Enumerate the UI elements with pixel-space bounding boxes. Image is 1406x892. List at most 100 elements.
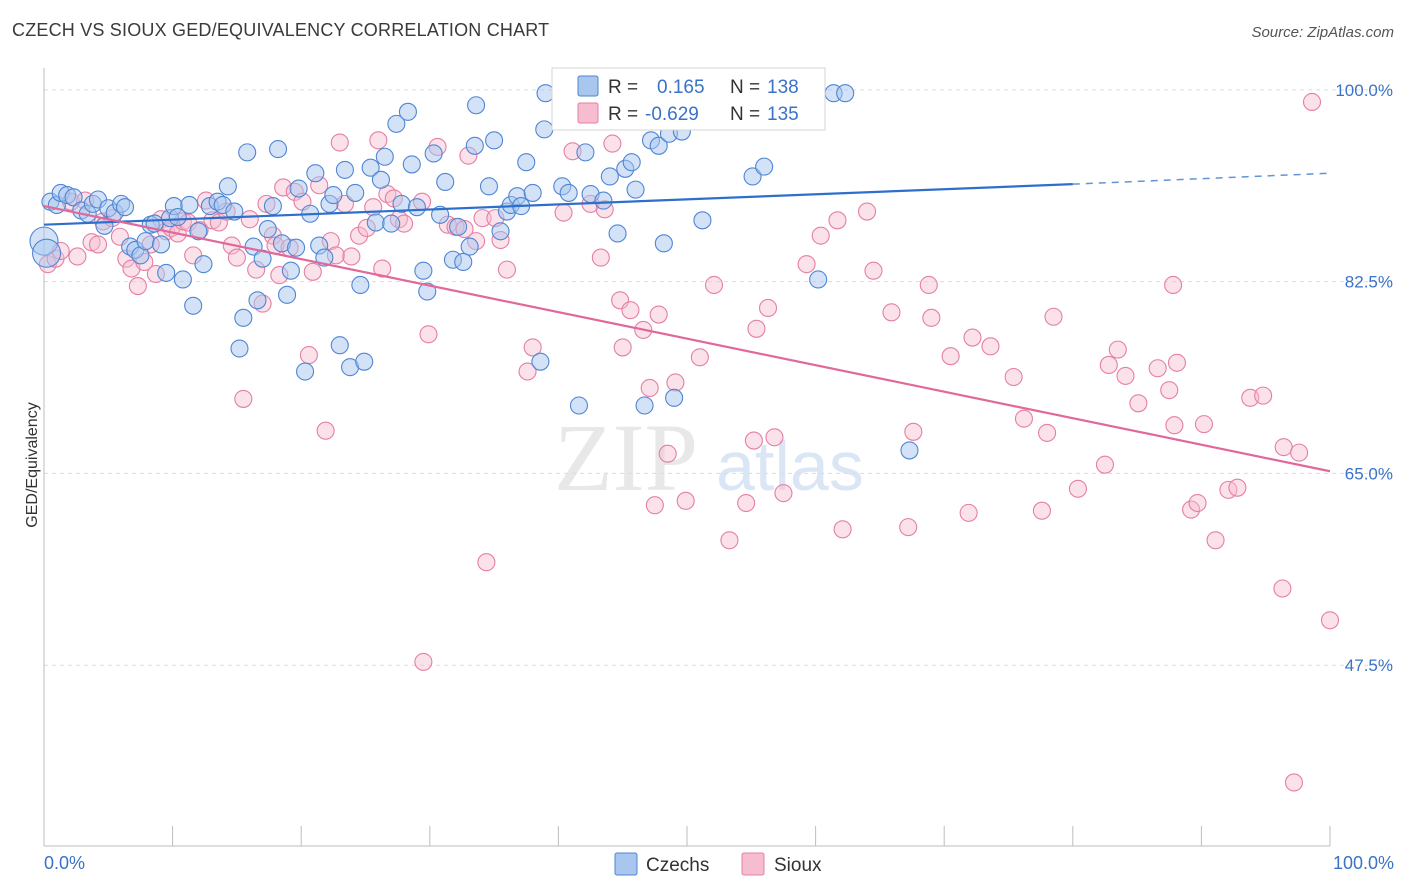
sioux-point-112	[922, 308, 941, 327]
czech-point-116	[755, 157, 774, 176]
sioux-point-44	[303, 262, 322, 281]
sioux-point-131	[1165, 416, 1184, 435]
czech-point-101	[600, 167, 619, 186]
sioux-point-98	[747, 319, 766, 338]
czech-point-78	[449, 217, 468, 236]
sioux-point-46	[316, 421, 335, 440]
sioux-point-142	[1274, 438, 1293, 457]
sioux-point-111	[919, 275, 938, 295]
sioux-point-103	[811, 226, 830, 245]
czech-point-69	[398, 102, 417, 121]
sioux-point-99	[758, 298, 778, 318]
sioux-point-100	[765, 428, 784, 447]
sioux-point-117	[1004, 367, 1023, 387]
sioux-point-87	[640, 378, 659, 398]
legend-sioux-r-value: -0.629	[645, 104, 699, 125]
czech-point-70	[402, 155, 421, 174]
czech-point-43	[269, 140, 288, 159]
sioux-point-51	[342, 247, 361, 266]
sioux-point-43	[299, 346, 318, 365]
sioux-point-90	[658, 444, 677, 463]
sioux-point-95	[720, 531, 739, 550]
czech-point-104	[622, 153, 641, 172]
sioux-point-71	[477, 553, 496, 572]
czech-point-106	[635, 396, 654, 415]
czech-point-65	[375, 147, 394, 166]
bottom-legend-sioux: Sioux	[774, 855, 822, 876]
sioux-point-110	[904, 422, 923, 441]
sioux-point-108	[882, 303, 901, 322]
sioux-point-107	[864, 261, 883, 280]
czech-point-45	[278, 285, 297, 304]
czech-point-76	[436, 172, 455, 192]
y-axis-label: GED/Equivalency	[24, 402, 41, 527]
sioux-point-74	[497, 260, 517, 279]
sioux-point-127	[1129, 394, 1148, 413]
sioux-point-144	[1290, 443, 1309, 462]
czech-point-61	[355, 352, 374, 371]
czech-point-62	[361, 158, 380, 177]
x-tick-label-min: 0.0%	[44, 853, 85, 873]
sioux-point-93	[690, 348, 709, 367]
sioux-point-119	[1032, 501, 1051, 520]
sioux-point-102	[797, 255, 816, 274]
sioux-point-49	[330, 133, 349, 152]
czech-point-33	[218, 177, 237, 196]
czech-point-120	[900, 441, 919, 460]
czech-point-94	[536, 84, 555, 103]
sioux-point-140	[1254, 386, 1273, 405]
czech-point-79	[454, 252, 473, 272]
sioux-point-136	[1206, 531, 1225, 550]
sioux-point-56	[373, 259, 392, 278]
watermark-zip: ZIP	[554, 404, 698, 511]
czech-point-26	[180, 195, 199, 215]
czech-point-81	[467, 96, 486, 115]
czech-point-96	[559, 183, 578, 202]
sioux-point-121	[1044, 307, 1063, 326]
legend-sioux-n-label: N =	[730, 104, 760, 125]
x-tick-label-max: 100.0%	[1333, 853, 1394, 873]
sioux-point-77	[554, 203, 573, 222]
sioux-point-88	[645, 496, 664, 515]
sioux-point-92	[676, 491, 695, 510]
czech-point-119	[836, 84, 855, 103]
czech-point-29	[194, 255, 213, 274]
sioux-point-94	[704, 275, 724, 295]
czech-point-39	[248, 291, 267, 310]
czech-point-80	[460, 237, 479, 256]
czech-point-60	[351, 275, 370, 295]
sioux-point-122	[1068, 479, 1087, 498]
sioux-point-146	[1320, 611, 1340, 630]
source-label: Source: ZipAtlas.com	[1251, 24, 1394, 41]
czech-point-55	[324, 186, 343, 205]
czech-point-42	[263, 197, 282, 216]
czech-trendline-extension	[1072, 172, 1331, 185]
sioux-point-129	[1160, 381, 1179, 400]
chart-title: CZECH VS SIOUX GED/EQUIVALENCY CORRELATI…	[12, 20, 550, 40]
sioux-point-85	[621, 301, 640, 320]
sioux-point-52	[350, 226, 369, 245]
sioux-point-31	[234, 389, 253, 408]
sioux-point-70	[473, 209, 492, 228]
sioux-point-123	[1095, 455, 1114, 474]
legend-czech-r-label: R =	[608, 77, 638, 98]
sioux-point-134	[1188, 493, 1207, 513]
czech-point-90	[517, 153, 536, 172]
czech-point-59	[346, 183, 365, 202]
legend-sioux-r-label: R =	[608, 104, 638, 125]
sioux-point-96	[737, 493, 756, 513]
sioux-point-4	[68, 247, 87, 266]
legend-sioux-n-value: 135	[767, 104, 799, 125]
sioux-point-76	[523, 338, 542, 357]
sioux-point-141	[1273, 579, 1292, 598]
sioux-point-91	[666, 373, 685, 392]
czech-point-92	[531, 352, 550, 371]
czech-point-34	[225, 202, 244, 221]
sioux-point-138	[1228, 478, 1247, 497]
czech-point-63	[366, 213, 385, 232]
czech-point-56	[330, 336, 349, 355]
sioux-point-55	[369, 131, 388, 150]
czech-point-13	[115, 198, 135, 217]
sioux-point-7	[88, 235, 108, 254]
czech-point-71	[407, 198, 426, 217]
